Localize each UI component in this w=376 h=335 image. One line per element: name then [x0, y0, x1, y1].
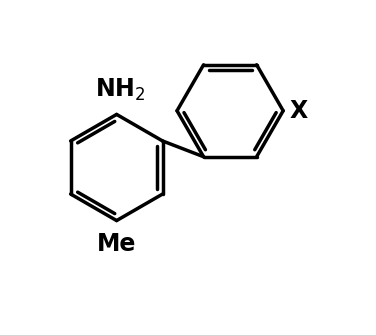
Text: NH$_2$: NH$_2$ — [95, 76, 145, 103]
Text: Me: Me — [97, 232, 136, 256]
Text: X: X — [290, 99, 308, 123]
